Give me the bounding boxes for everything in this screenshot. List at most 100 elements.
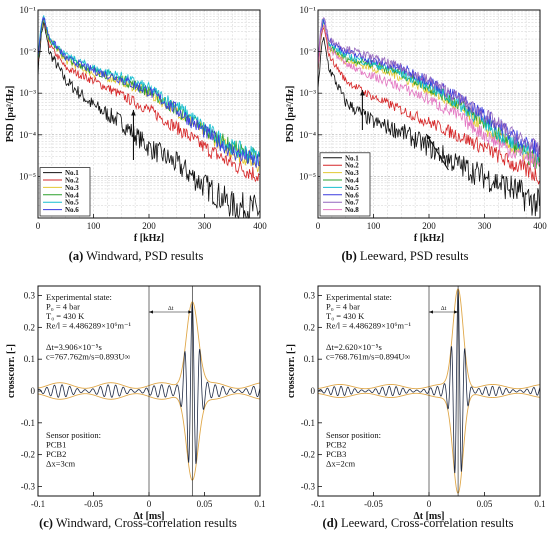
caption-text: Leeward, PSD results [357,249,469,263]
y-tick-label: 10⁻¹ [300,5,317,15]
state-line: T₀ = 430 K [46,311,85,321]
legend-label: No.4 [65,191,79,199]
x-tick-label: -0.1 [31,499,45,509]
y-tick-label: 10⁻⁵ [19,171,36,181]
sensor-line: Sensor position: [46,430,101,440]
series-line-No.5 [317,19,540,165]
psd-panel-1: 0 100 200 300 400 10⁻⁵ 10⁻⁴ 10⁻³ 10⁻² 10⁻¹ f [kHz]… [285,5,547,244]
y-tick-label: 0 [311,386,316,396]
annotation-arrow-head [131,110,136,116]
legend-label: No.4 [345,177,359,185]
state-line: T₀ = 430 K [326,311,365,321]
series-line-No.1 [37,21,260,220]
x-tick-label: 300 [478,221,492,231]
x-tick-label: 0.05 [197,499,213,509]
y-tick-label: 0.1 [304,354,315,364]
x-axis-label: f [kHz] [414,233,444,244]
series-line-No.8 [317,23,540,169]
caption-0: (a) Windward, PSD results [69,249,204,263]
x-tick-label: 0.1 [254,499,265,509]
y-axis-label: crosscorr. [-] [286,344,297,398]
cc-panel-2: Δt -0.1 -0.05 0 0.05 0.1 -0.3 -0.2 -0.1 0 0.1 0.2 0.… [6,285,266,522]
x-tick-label: 400 [253,221,267,231]
caption-tag: (d) [323,516,338,530]
legend-label: No.3 [65,184,79,192]
result-line: Δt=2.620×10⁻⁵s [326,342,382,352]
sensor-line: Δx=3cm [46,459,76,469]
x-tick-label: -0.05 [84,499,103,509]
sensor-line: Δx=2cm [326,459,356,469]
legend-label: No.2 [65,177,79,185]
y-tick-label: 10⁻⁵ [299,171,316,181]
x-tick-label: 0.1 [534,499,545,509]
legend-label: No.8 [345,206,359,214]
y-tick-label: 0 [31,386,36,396]
sensor-line: PCB1 [46,440,66,450]
caption-text: Windward, PSD results [83,249,203,263]
dt-arrow-head [188,310,193,314]
result-line: Δt=3.906×10⁻⁵s [46,342,102,352]
x-tick-label: 0 [36,221,41,231]
y-tick-label: 10⁻¹ [20,5,37,15]
y-tick-label: -0.3 [21,481,36,491]
y-tick-label: -0.3 [301,481,316,491]
caption-1: (b) Leeward, PSD results [341,249,468,263]
legend-label: No.6 [345,191,359,199]
legend-label: No.1 [345,154,359,162]
annotation-arrow-line [425,133,449,171]
x-tick-label: 200 [142,221,156,231]
state-line: P₀ = 4 bar [326,302,360,312]
x-tick-label: 400 [533,221,547,231]
dt-arrow-head [454,310,459,314]
x-axis-label: Δt [ms] [134,511,165,522]
x-tick-label: 100 [87,221,101,231]
x-axis-label: Δt [ms] [414,511,445,522]
legend-label: No.6 [65,206,79,214]
series-line-No.2 [317,26,540,185]
series-line-No.7 [317,16,540,157]
dt-label: Δt [441,306,447,312]
y-tick-label: 10⁻⁴ [19,130,36,140]
y-tick-label: 10⁻⁴ [299,130,316,140]
sensor-line: PCB2 [326,440,346,450]
caption-tag: (a) [69,249,84,263]
result-line: c=767.762m/s=0.893U∞ [46,352,131,362]
caption-tag: (b) [341,249,356,263]
state-line: Experimental state: [46,292,112,302]
x-tick-label: 0 [316,221,321,231]
y-tick-label: -0.2 [301,450,315,460]
caption-tag: (c) [39,516,53,530]
caption-text: Leeward, Cross-correlation results [338,516,514,530]
legend-label: No.3 [345,169,359,177]
y-axis-label: crosscorr. [-] [6,344,17,398]
x-tick-label: 200 [422,221,436,231]
y-tick-label: 0.1 [24,354,35,364]
y-tick-label: 0.2 [24,322,35,332]
state-line: Re/l = 4.486289×10⁶m⁻¹ [46,321,131,331]
caption-2: (c) Windward, Cross-correlation results [39,516,237,530]
legend-box [319,152,371,217]
y-tick-label: 0.3 [304,291,316,301]
x-tick-label: 0.05 [477,499,493,509]
sensor-line: PCB3 [326,449,346,459]
caption-text: Windward, Cross-correlation results [53,516,237,530]
y-tick-label: -0.1 [301,418,315,428]
x-axis-label: f [kHz] [134,233,164,244]
dt-label: Δt [168,306,174,312]
legend: No.1No.2No.3No.4No.5No.6 [39,167,91,217]
legend-box [39,167,91,217]
annotation-arrow-head [360,90,365,96]
sensor-line: PCB2 [46,449,66,459]
x-tick-label: 0 [427,499,432,509]
legend-label: No.1 [65,169,79,177]
x-tick-label: 300 [198,221,212,231]
y-tick-label: 10⁻³ [300,88,317,98]
caption-3: (d) Leeward, Cross-correlation results [323,516,514,530]
dt-arrow-head [429,310,433,314]
y-tick-label: 10⁻³ [20,88,37,98]
y-axis-label: PSD [pa²/Hz] [5,86,16,143]
y-axis-label: PSD [pa²/Hz] [285,86,296,143]
result-line: c=768.761m/s=0.894U∞ [326,352,411,362]
annotation-arrow-head [426,134,432,140]
